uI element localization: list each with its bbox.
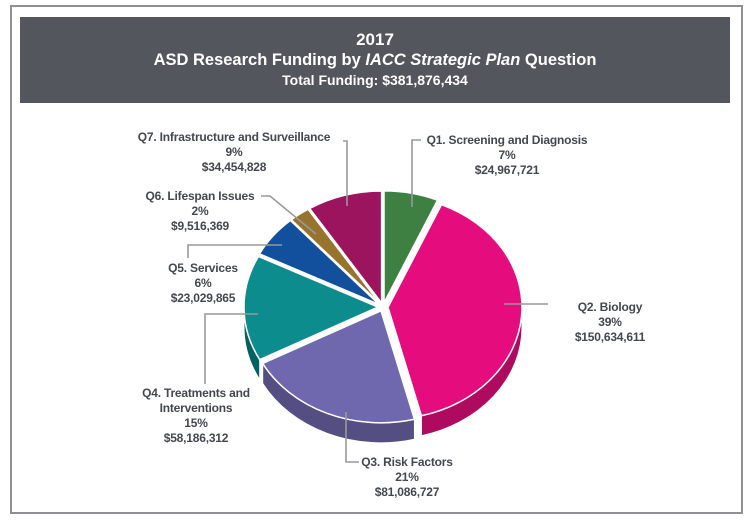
- chart-title-prefix: ASD Research Funding by: [153, 51, 366, 69]
- pie-slice-3: [261, 310, 416, 424]
- pie-tops: [243, 190, 523, 424]
- chart-year: 2017: [356, 30, 394, 49]
- leader-line-3: [345, 412, 359, 463]
- leader-lines: [187, 139, 548, 463]
- chart-title-suffix: Question: [520, 51, 597, 69]
- chart-total-funding: Total Funding: $381,876,434: [282, 72, 468, 88]
- leader-line-5: [187, 244, 282, 258]
- pie-slice-4: [243, 255, 379, 361]
- leader-line-1: [411, 139, 421, 207]
- pie-slice-2: [387, 203, 523, 417]
- pie-slice-7: [308, 190, 383, 304]
- leader-line-4: [204, 313, 258, 384]
- pie-slice-5: [258, 219, 380, 306]
- leader-line-7: [343, 140, 348, 206]
- chart-header: 2017 ASD Research Funding by IACC Strate…: [20, 17, 730, 103]
- chart-title: ASD Research Funding by IACC Strategic P…: [20, 50, 730, 70]
- chart-title-italic: IACC Strategic Plan: [365, 51, 521, 69]
- leader-line-6: [261, 195, 317, 235]
